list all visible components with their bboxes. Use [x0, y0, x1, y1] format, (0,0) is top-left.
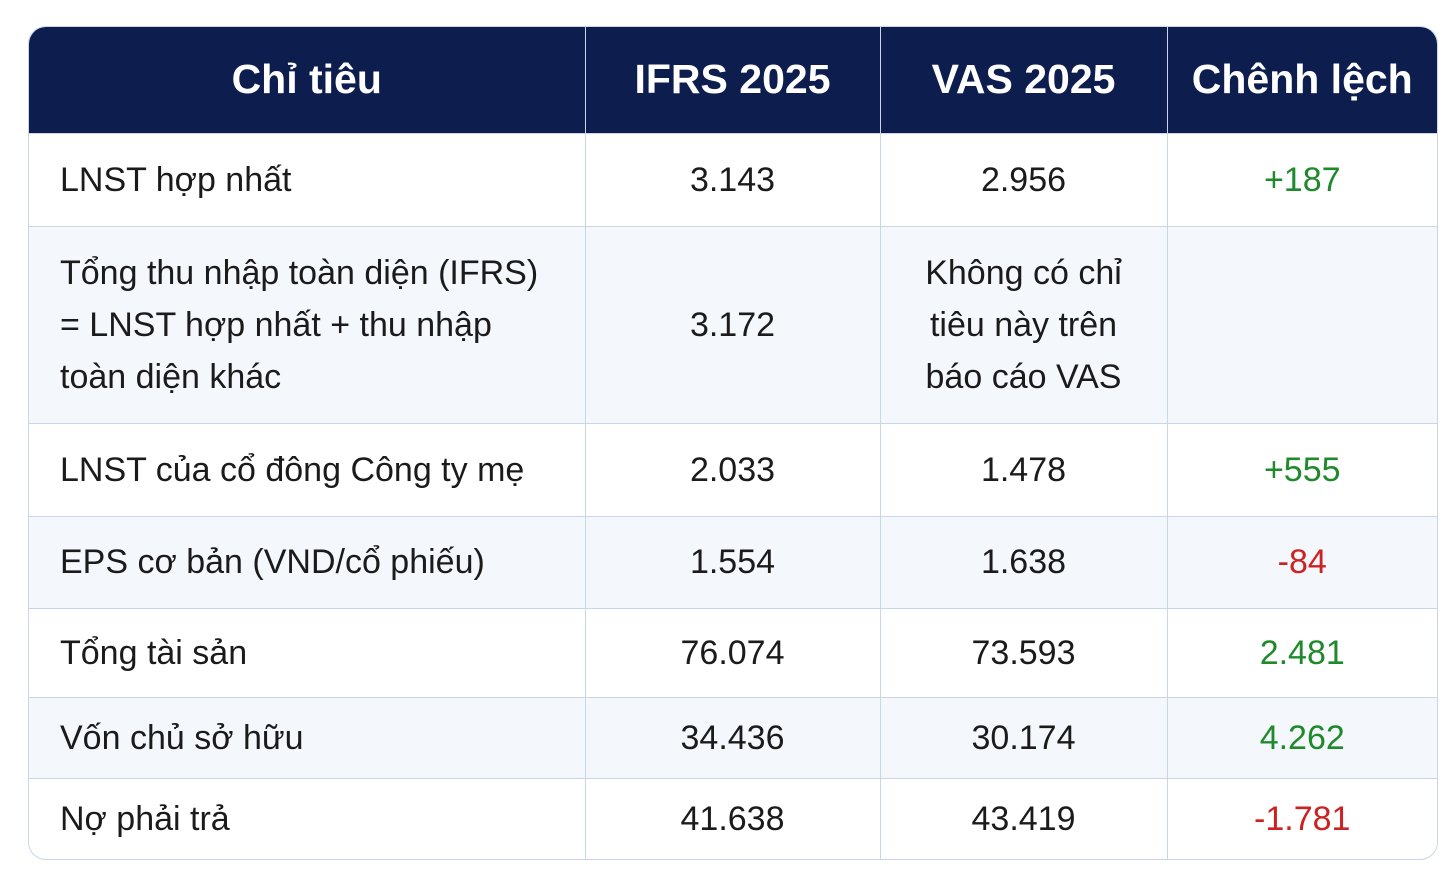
row-label: Vốn chủ sở hữu	[29, 696, 586, 778]
table-row: Tổng thu nhập toàn diện (IFRS) = LNST hợ…	[29, 225, 1437, 423]
header-difference: Chênh lệch	[1167, 27, 1437, 133]
difference-value: 4.262	[1167, 696, 1437, 778]
ifrs-value: 34.436	[585, 696, 881, 778]
vas-value: 43.419	[880, 777, 1168, 859]
table-row: Nợ phải trả 41.638 43.419 -1.781	[29, 777, 1437, 859]
header-ifrs-2025: IFRS 2025	[585, 27, 881, 133]
row-label: EPS cơ bản (VND/cổ phiếu)	[29, 515, 586, 608]
comparison-table-container: Chỉ tiêu IFRS 2025 VAS 2025 Chênh lệch L…	[28, 26, 1438, 860]
ifrs-value: 2.033	[585, 422, 881, 516]
ifrs-value: 76.074	[585, 607, 881, 697]
table-row: LNST của cổ đông Công ty mẹ 2.033 1.478 …	[29, 422, 1437, 516]
vas-value: 73.593	[880, 607, 1168, 697]
difference-value: -84	[1167, 515, 1437, 608]
vas-value: 30.174	[880, 696, 1168, 778]
table-row: EPS cơ bản (VND/cổ phiếu) 1.554 1.638 -8…	[29, 515, 1437, 608]
vas-value: 2.956	[880, 132, 1168, 226]
vas-value: 1.638	[880, 515, 1168, 608]
table-row: LNST hợp nhất 3.143 2.956 +187	[29, 132, 1437, 226]
vas-note-text: Không có chỉ tiêu này trên báo cáo VAS	[925, 253, 1122, 396]
ifrs-value: 3.172	[585, 225, 881, 423]
table-header-row: Chỉ tiêu IFRS 2025 VAS 2025 Chênh lệch	[29, 27, 1437, 133]
header-vas-2025: VAS 2025	[880, 27, 1168, 133]
row-label: LNST của cổ đông Công ty mẹ	[29, 422, 586, 516]
difference-value: +187	[1167, 132, 1437, 226]
row-label: Tổng thu nhập toàn diện (IFRS) = LNST hợ…	[29, 225, 586, 423]
difference-value: +555	[1167, 422, 1437, 516]
vas-value: 1.478	[880, 422, 1168, 516]
difference-value: -1.781	[1167, 777, 1437, 859]
row-label: LNST hợp nhất	[29, 132, 586, 226]
ifrs-vas-comparison-table: Chỉ tiêu IFRS 2025 VAS 2025 Chênh lệch L…	[29, 27, 1437, 859]
difference-value: 2.481	[1167, 607, 1437, 697]
difference-value	[1167, 225, 1437, 423]
vas-value: Không có chỉ tiêu này trên báo cáo VAS	[880, 225, 1168, 423]
row-label-text: Tổng thu nhập toàn diện (IFRS) = LNST hợ…	[60, 253, 539, 396]
table-row: Vốn chủ sở hữu 34.436 30.174 4.262	[29, 696, 1437, 778]
ifrs-value: 3.143	[585, 132, 881, 226]
header-indicator: Chỉ tiêu	[29, 27, 586, 133]
table-row: Tổng tài sản 76.074 73.593 2.481	[29, 607, 1437, 697]
ifrs-value: 1.554	[585, 515, 881, 608]
row-label: Nợ phải trả	[29, 777, 586, 859]
row-label: Tổng tài sản	[29, 607, 586, 697]
ifrs-value: 41.638	[585, 777, 881, 859]
